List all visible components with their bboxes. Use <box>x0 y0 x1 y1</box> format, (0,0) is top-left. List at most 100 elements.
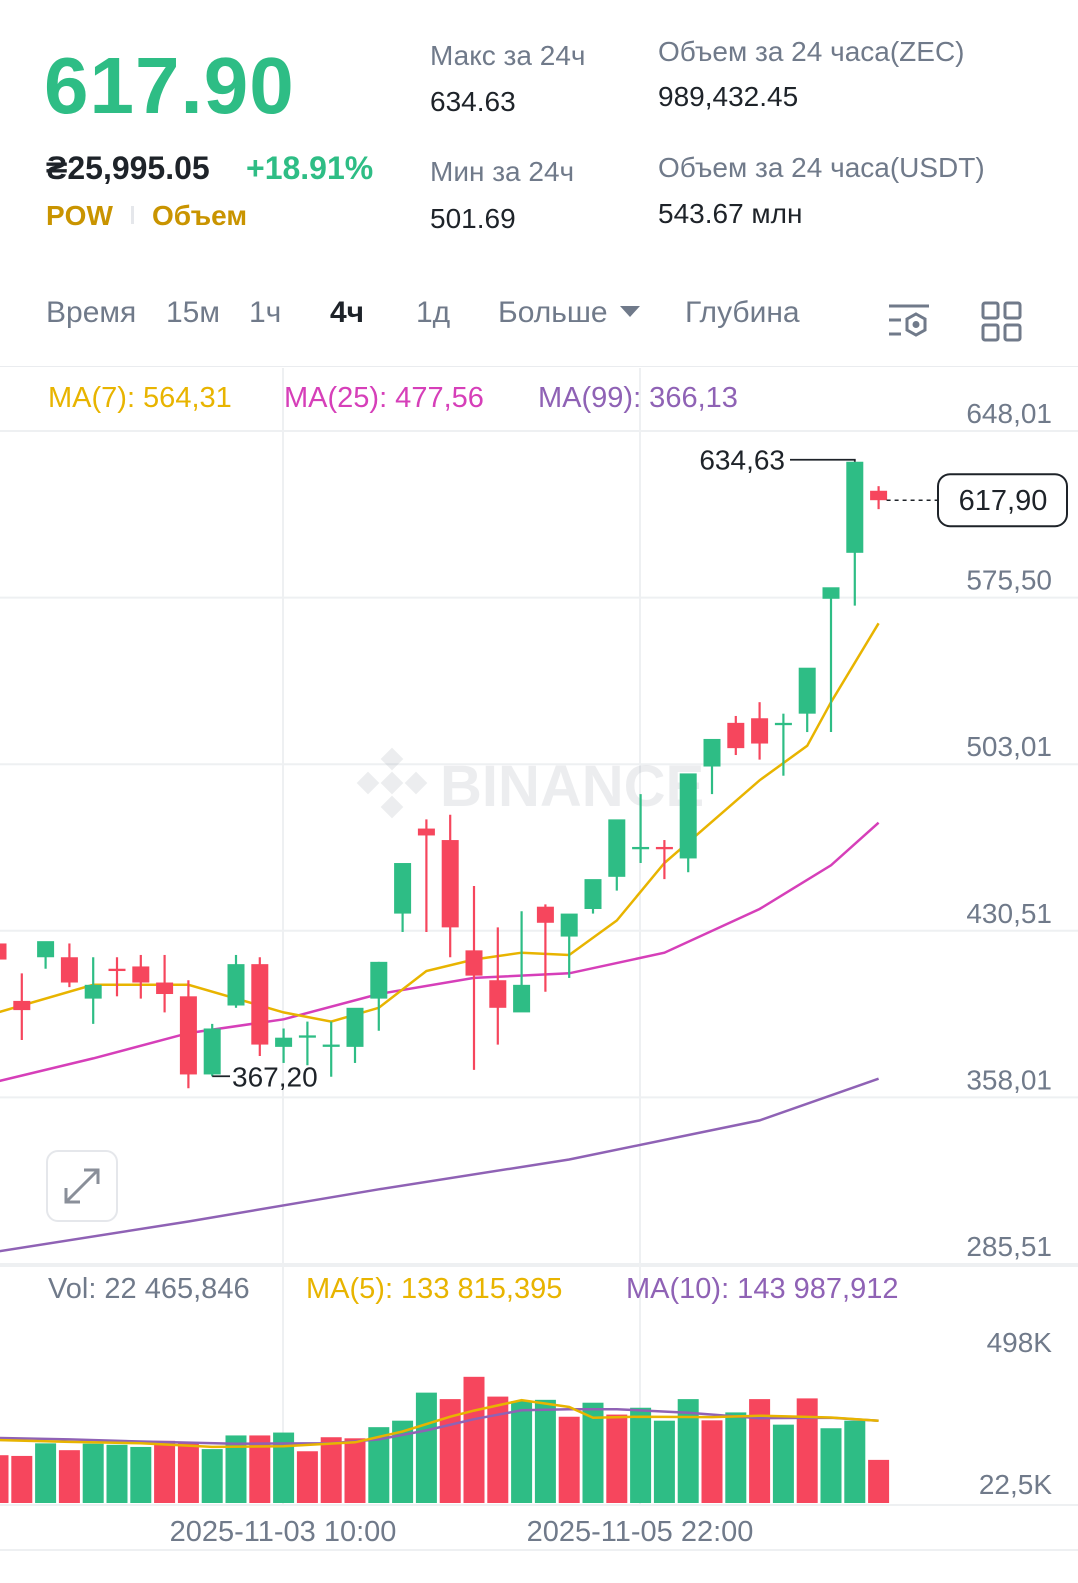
tab-more[interactable]: Больше <box>498 296 640 330</box>
candle <box>227 954 245 1008</box>
candle <box>251 957 269 1057</box>
last-price: 617.90 <box>44 41 295 130</box>
tab-15m[interactable]: 15м <box>166 296 220 329</box>
tab-1h[interactable]: 1ч <box>249 296 282 329</box>
volume-bar <box>368 1427 390 1503</box>
expand-button[interactable] <box>46 1150 118 1222</box>
tabs-divider <box>0 366 1078 367</box>
price-change-percent: +18.91% <box>246 150 374 186</box>
candle <box>13 973 31 1040</box>
stat-low-label: Мин за 24ч <box>430 156 575 187</box>
candle-body <box>727 722 745 749</box>
candle <box>655 840 673 880</box>
indicator-settings-icon[interactable] <box>887 300 931 344</box>
watermark-text: BINANCE <box>440 754 704 819</box>
candle-body <box>846 461 864 553</box>
candle <box>417 819 435 932</box>
tab-depth[interactable]: Глубина <box>685 296 800 329</box>
low-marker-label: 367,20 <box>232 1061 318 1092</box>
candle-body <box>584 879 602 909</box>
candle-body <box>536 906 554 923</box>
candle-body <box>774 722 792 726</box>
volume-ma10-line <box>0 1407 879 1445</box>
candle <box>298 1021 316 1066</box>
interval-tabs: Время 15м 1ч 4ч 1д Больше Глубина <box>0 296 1078 352</box>
tag-separator <box>131 206 134 224</box>
candle-body <box>346 1007 364 1047</box>
candle-body <box>489 980 507 1008</box>
volume-y-tick-label: 22,5K <box>979 1469 1052 1500</box>
volume-bar <box>344 1438 366 1503</box>
volume-bar <box>677 1399 699 1503</box>
stat-volume-quote-label: Объем за 24 часа(USDT) <box>658 152 985 183</box>
tab-more-label: Больше <box>498 296 608 329</box>
high-marker-line <box>790 458 856 462</box>
stat-volume-quote-value: 543.67 млн <box>658 198 803 229</box>
candle <box>798 667 816 733</box>
candle-body <box>60 957 78 983</box>
volume-bar <box>749 1399 771 1503</box>
volume-bar <box>606 1414 628 1503</box>
x-tick-label: 2025-11-05 22:00 <box>527 1516 754 1548</box>
volume-y-tick-label: 498K <box>987 1327 1053 1358</box>
tag-volume[interactable]: Объем <box>152 200 248 231</box>
volume-bar <box>201 1449 223 1503</box>
candle-body <box>203 1028 221 1075</box>
volume-ma-legend-ma10: MA(10): 143 987,912 <box>626 1273 898 1305</box>
candle-body <box>298 1035 316 1038</box>
volume-bar <box>296 1451 318 1503</box>
stat-high-label: Макс за 24ч <box>430 40 586 71</box>
ma7-line <box>0 622 880 1023</box>
volume-bar <box>463 1376 485 1503</box>
candle <box>275 1028 293 1063</box>
volume-bar <box>725 1412 747 1503</box>
candle <box>156 954 174 1013</box>
tab-4h[interactable]: 4ч <box>330 296 365 329</box>
candle-body <box>37 941 55 958</box>
stat-low-value: 501.69 <box>430 203 516 234</box>
candle-body <box>655 846 673 850</box>
candle <box>679 773 697 873</box>
candle <box>84 957 102 1024</box>
volume-bar <box>534 1399 556 1503</box>
volume-bar <box>630 1407 652 1503</box>
volume-bar <box>653 1420 675 1503</box>
candle-body <box>513 984 531 1013</box>
y-tick-label: 430,51 <box>966 898 1052 929</box>
chevron-down-icon <box>619 305 640 317</box>
candle-body <box>870 490 888 501</box>
volume-bar <box>225 1435 247 1503</box>
candle <box>37 941 55 969</box>
candle <box>346 1007 364 1063</box>
ma-legend-ma25: MA(25): 477,56 <box>284 382 484 414</box>
candle <box>608 819 626 891</box>
volume-bars <box>0 1376 890 1503</box>
y-tick-label: 575,50 <box>966 565 1052 596</box>
candle-body <box>465 950 483 976</box>
candle <box>441 814 459 958</box>
volume-bar <box>320 1437 342 1503</box>
y-tick-label: 648,01 <box>966 398 1052 429</box>
grid-layout-icon[interactable] <box>980 300 1024 344</box>
ma-legend-ma99: MA(99): 366,13 <box>538 382 738 414</box>
candle <box>536 904 554 992</box>
volume-bar <box>11 1455 33 1503</box>
candle <box>870 486 888 510</box>
volume-ma5-line <box>0 1398 879 1449</box>
candle-body <box>608 819 626 877</box>
candle-body <box>132 966 150 983</box>
candle-body <box>417 828 435 836</box>
volume-bar <box>130 1446 152 1503</box>
candle <box>465 886 483 1070</box>
y-tick-label: 503,01 <box>966 731 1052 762</box>
candle <box>489 927 507 1045</box>
candle-body <box>108 968 126 972</box>
candle-body <box>179 996 197 1075</box>
tab-1d[interactable]: 1д <box>416 296 451 329</box>
last-price-badge <box>937 473 1068 528</box>
volume-bar <box>58 1450 80 1503</box>
tag-pow[interactable]: POW <box>46 200 113 231</box>
tab-time[interactable]: Время <box>46 296 137 329</box>
volume-bar <box>82 1443 104 1503</box>
